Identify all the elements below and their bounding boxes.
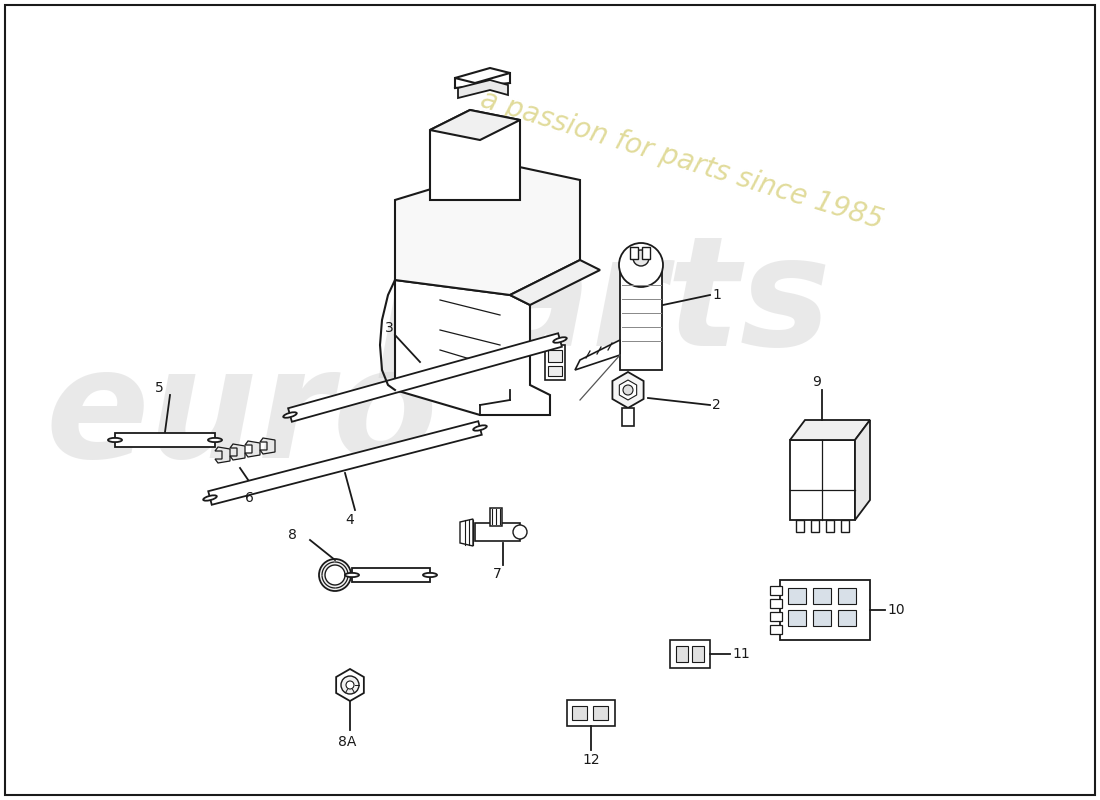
Ellipse shape <box>424 573 437 577</box>
Bar <box>548 366 562 376</box>
Polygon shape <box>230 444 245 460</box>
Bar <box>826 520 834 532</box>
Bar <box>544 345 565 380</box>
Bar <box>475 523 520 541</box>
Bar <box>593 706 608 720</box>
Circle shape <box>513 525 527 539</box>
Bar <box>838 610 856 626</box>
Ellipse shape <box>345 573 359 577</box>
Bar <box>676 646 688 662</box>
Bar <box>770 625 782 634</box>
Text: 3: 3 <box>385 321 394 335</box>
Polygon shape <box>458 80 508 98</box>
Bar <box>796 520 804 532</box>
Ellipse shape <box>283 412 297 418</box>
Text: 4: 4 <box>345 513 354 527</box>
Text: 6: 6 <box>245 491 254 505</box>
Ellipse shape <box>553 338 566 342</box>
Polygon shape <box>430 110 520 140</box>
Bar <box>811 520 819 532</box>
Bar <box>770 599 782 608</box>
Polygon shape <box>116 433 214 447</box>
Polygon shape <box>575 340 620 370</box>
Text: 11: 11 <box>732 647 750 661</box>
Bar <box>842 520 849 532</box>
Bar <box>621 408 634 426</box>
Ellipse shape <box>473 426 487 430</box>
Text: parts: parts <box>379 230 830 378</box>
Text: 12: 12 <box>582 753 600 767</box>
Polygon shape <box>619 380 637 400</box>
Bar <box>566 700 615 726</box>
Bar <box>642 247 650 259</box>
Text: 9: 9 <box>812 375 821 389</box>
Polygon shape <box>214 447 230 463</box>
Polygon shape <box>208 422 482 505</box>
Text: 2: 2 <box>712 398 720 412</box>
Polygon shape <box>855 420 870 520</box>
Text: euro: euro <box>45 342 439 490</box>
Circle shape <box>324 565 345 585</box>
Text: 7: 7 <box>493 567 502 581</box>
Ellipse shape <box>208 438 222 442</box>
Bar <box>572 706 587 720</box>
Circle shape <box>623 385 632 395</box>
Text: 5: 5 <box>155 381 164 395</box>
Bar <box>490 508 502 526</box>
Polygon shape <box>430 110 520 200</box>
Circle shape <box>346 681 354 689</box>
Bar <box>780 580 870 640</box>
Polygon shape <box>395 165 580 295</box>
Polygon shape <box>790 420 870 440</box>
Polygon shape <box>460 519 473 546</box>
Bar <box>788 588 806 604</box>
Bar <box>670 640 710 668</box>
Polygon shape <box>510 260 600 305</box>
Ellipse shape <box>204 495 217 501</box>
Bar <box>813 588 830 604</box>
Circle shape <box>619 243 663 287</box>
Polygon shape <box>613 372 644 408</box>
Bar <box>620 270 662 370</box>
Polygon shape <box>352 568 430 582</box>
Bar <box>838 588 856 604</box>
Text: 1: 1 <box>712 288 720 302</box>
Text: 8A: 8A <box>338 735 356 749</box>
Bar <box>630 247 638 259</box>
Text: 8: 8 <box>288 528 297 542</box>
Bar <box>788 610 806 626</box>
Bar <box>548 350 562 362</box>
Bar <box>770 612 782 621</box>
Polygon shape <box>455 68 510 83</box>
Circle shape <box>632 250 649 266</box>
Circle shape <box>319 559 351 591</box>
Ellipse shape <box>108 438 122 442</box>
Polygon shape <box>337 669 364 701</box>
Circle shape <box>341 676 359 694</box>
Text: 10: 10 <box>887 603 904 617</box>
Text: a passion for parts since 1985: a passion for parts since 1985 <box>477 86 887 234</box>
Polygon shape <box>260 438 275 454</box>
Bar <box>813 610 830 626</box>
Bar <box>692 646 704 662</box>
Bar <box>790 440 855 520</box>
Polygon shape <box>288 334 562 422</box>
Polygon shape <box>395 280 550 415</box>
Bar <box>770 586 782 595</box>
Polygon shape <box>245 441 260 457</box>
